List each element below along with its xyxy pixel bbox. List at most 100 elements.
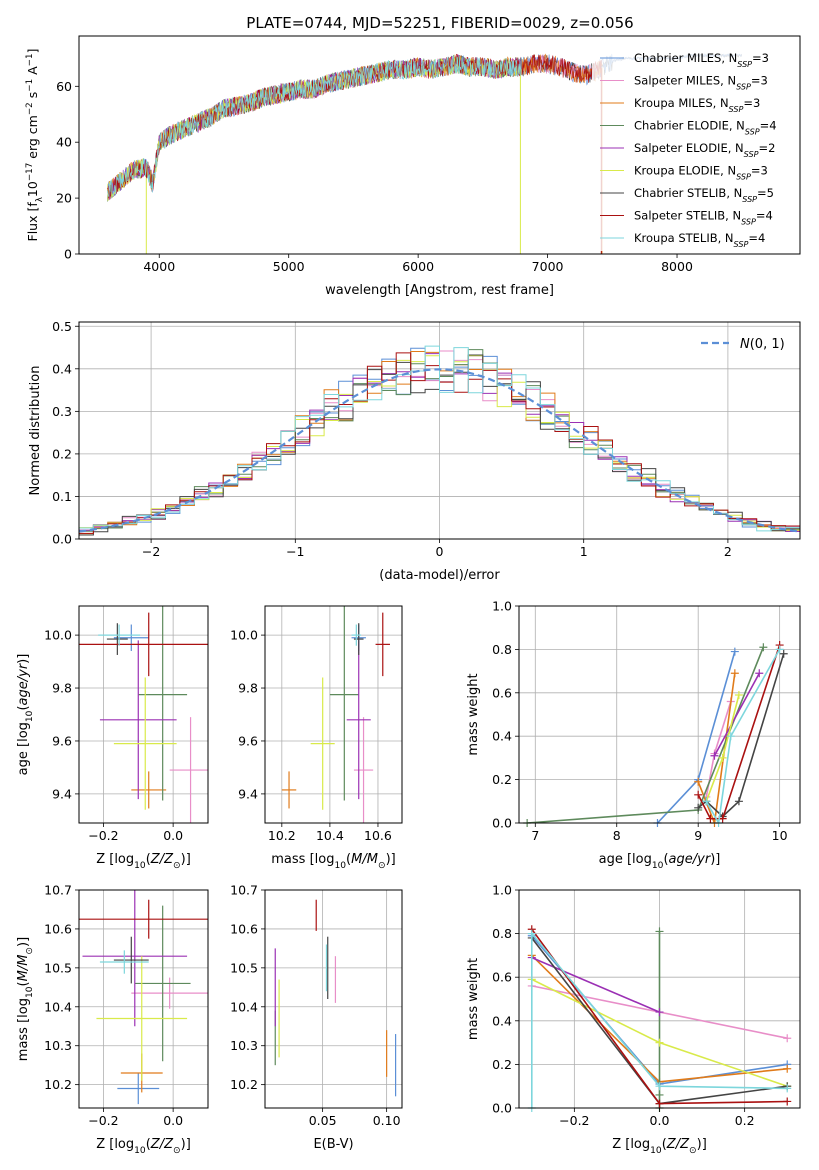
massweight-point-marker: [734, 690, 743, 699]
axes-frame: [78, 889, 209, 1109]
y-tick-label: 60: [56, 79, 72, 94]
y-tick-label: 0.2: [492, 772, 512, 787]
massweight-point-marker: [655, 1008, 664, 1017]
massweight-point-marker: [655, 1038, 664, 1047]
massweight-point-marker: [655, 927, 664, 936]
x-tick-label: −0.2: [88, 828, 118, 843]
x-tick-label: −2: [142, 544, 160, 559]
legend-entry: Chabrier STELIB, NSSP=5: [634, 186, 774, 204]
x-axis-label: Z [log10(Z/Z⊙)]: [612, 1137, 707, 1156]
y-axis-label: Flux [fλ10−17 erg cm−2 s−1 A−1]: [25, 49, 45, 242]
x-tick-label: 5000: [273, 259, 305, 274]
y-tick-label: 0.3: [52, 404, 72, 419]
y-tick-label: 0.1: [52, 489, 72, 504]
x-tick-label: 2: [724, 544, 732, 559]
massweight-point-marker: [779, 649, 788, 658]
y-tick-label: 10.4: [44, 999, 72, 1014]
x-tick-label: 7000: [532, 259, 564, 274]
y-tick-label: 10.7: [230, 883, 258, 898]
x-axis-label: Z [log10(Z/Z⊙)]: [96, 1137, 191, 1156]
legend-entry: Salpeter ELODIE, NSSP=2: [634, 141, 775, 159]
y-tick-label: 9.6: [238, 733, 258, 748]
axes-frame: [518, 605, 801, 824]
x-tick-label: 10.4: [316, 828, 344, 843]
x-tick-label: −0.2: [88, 1113, 118, 1128]
age-vs-Z-panel: −0.2 0.0 9.4 9.6 9.8 10.0 Z [log10(Z/Z⊙)] age […: [16, 605, 209, 871]
x-tick-label: 10.2: [268, 828, 296, 843]
x-axis-label: mass [log10(M/M⊙)]: [271, 852, 395, 871]
x-axis-label: E(B-V): [313, 1137, 353, 1152]
massweight-point-marker: [775, 645, 784, 654]
massweight-point-marker: [734, 797, 743, 806]
y-tick-label: 9.8: [238, 681, 258, 696]
y-tick-label: 10.5: [44, 960, 72, 975]
axes-frame: [78, 605, 209, 824]
x-axis-label: age [log10(age/yr)]: [599, 852, 721, 871]
y-tick-label: 10.3: [230, 1038, 258, 1053]
y-tick-label: 0.8: [492, 642, 512, 657]
x-tick-label: 0.2: [735, 1113, 755, 1128]
x-tick-label: 0.0: [163, 828, 183, 843]
y-tick-label: 10.4: [230, 999, 258, 1014]
y-tick-label: 0.6: [492, 685, 512, 700]
y-tick-label: 0.4: [492, 729, 512, 744]
x-tick-label: 0: [436, 544, 444, 559]
massweight-series-line: [713, 672, 761, 757]
massweight-point-marker: [710, 751, 719, 760]
mass-vs-Z-panel: −0.2 0.0 10.2 10.3 10.4 10.5 10.6 10.7 Z [log10(…: [16, 883, 209, 1156]
legend-entry: Kroupa ELODIE, NSSP=3: [634, 164, 768, 182]
massweight-point-marker: [755, 669, 764, 678]
legend-entry: Salpeter MILES, NSSP=3: [634, 74, 768, 92]
x-tick-label: 4000: [143, 259, 175, 274]
legend-entry: Salpeter STELIB, NSSP=4: [634, 209, 773, 227]
age-vs-mass-panel: 10.2 10.4 10.6 9.4 9.6 9.8 10.0 mass [log10(M/M…: [230, 605, 403, 871]
massweight-point-marker: [527, 929, 536, 938]
y-tick-label: 0.0: [492, 816, 512, 831]
spectrum-series-line: [107, 55, 522, 198]
massweight-point-marker: [694, 803, 703, 812]
y-tick-label: 0.4: [492, 1013, 512, 1028]
y-tick-label: 10.2: [44, 1077, 72, 1092]
y-tick-label: 10.0: [44, 628, 72, 643]
y-tick-label: 9.6: [52, 733, 72, 748]
massweight-point-marker: [730, 669, 739, 678]
y-tick-label: 0.5: [52, 319, 72, 334]
x-tick-label: 1: [580, 544, 588, 559]
y-tick-label: 0.2: [52, 446, 72, 461]
x-tick-label: −1: [286, 544, 304, 559]
y-tick-label: 0.8: [492, 926, 512, 941]
mass-vs-EBV-panel: 0.05 0.10 10.2 10.3 10.4 10.5 10.6 10.7 E(B-V): [230, 883, 403, 1152]
x-tick-label: 10: [772, 828, 788, 843]
massweight-point-marker: [718, 753, 727, 762]
legend-entry: Kroupa STELIB, NSSP=4: [634, 231, 765, 249]
x-axis-label: (data-model)/error: [379, 568, 500, 583]
axes-frame: [78, 35, 801, 255]
x-tick-label: 0.0: [163, 1113, 183, 1128]
massweight-point-marker: [783, 1034, 792, 1043]
x-tick-label: 7: [531, 828, 539, 843]
y-tick-label: 0.0: [52, 532, 72, 547]
y-tick-label: 9.4: [52, 786, 72, 801]
x-tick-label: 9: [694, 828, 702, 843]
x-tick-label: 0.0: [650, 1113, 670, 1128]
y-tick-label: 10.7: [44, 883, 72, 898]
legend-entry: Chabrier ELODIE, NSSP=4: [634, 119, 777, 137]
massweight-point-marker: [783, 1064, 792, 1073]
massweight-point-marker: [694, 790, 703, 799]
y-tick-label: 9.4: [238, 786, 258, 801]
y-axis-label: age [log10(age/yr)]: [16, 654, 35, 776]
y-tick-label: 10.6: [230, 921, 258, 936]
y-tick-label: 0.4: [52, 361, 72, 376]
massweight-point-marker: [706, 814, 715, 823]
y-tick-label: 0: [64, 247, 72, 262]
x-tick-label: 8000: [661, 259, 693, 274]
y-tick-label: 1.0: [492, 599, 512, 614]
y-tick-label: 10.0: [230, 628, 258, 643]
y-tick-label: 0.2: [492, 1057, 512, 1072]
y-axis-label: mass weight: [466, 673, 481, 755]
x-axis-label: wavelength [Angstrom, rest frame]: [325, 283, 554, 298]
massweight-point-marker: [694, 777, 703, 786]
residuals-panel: −2 −1 0 1 2 0.0 0.1 0.2 0.3 0.4 0.5 N(0, 1) (data-mo…: [28, 319, 801, 583]
figure-title: PLATE=0744, MJD=52251, FIBERID=0029, z=0…: [246, 14, 633, 32]
massweight-point-marker: [726, 732, 735, 741]
